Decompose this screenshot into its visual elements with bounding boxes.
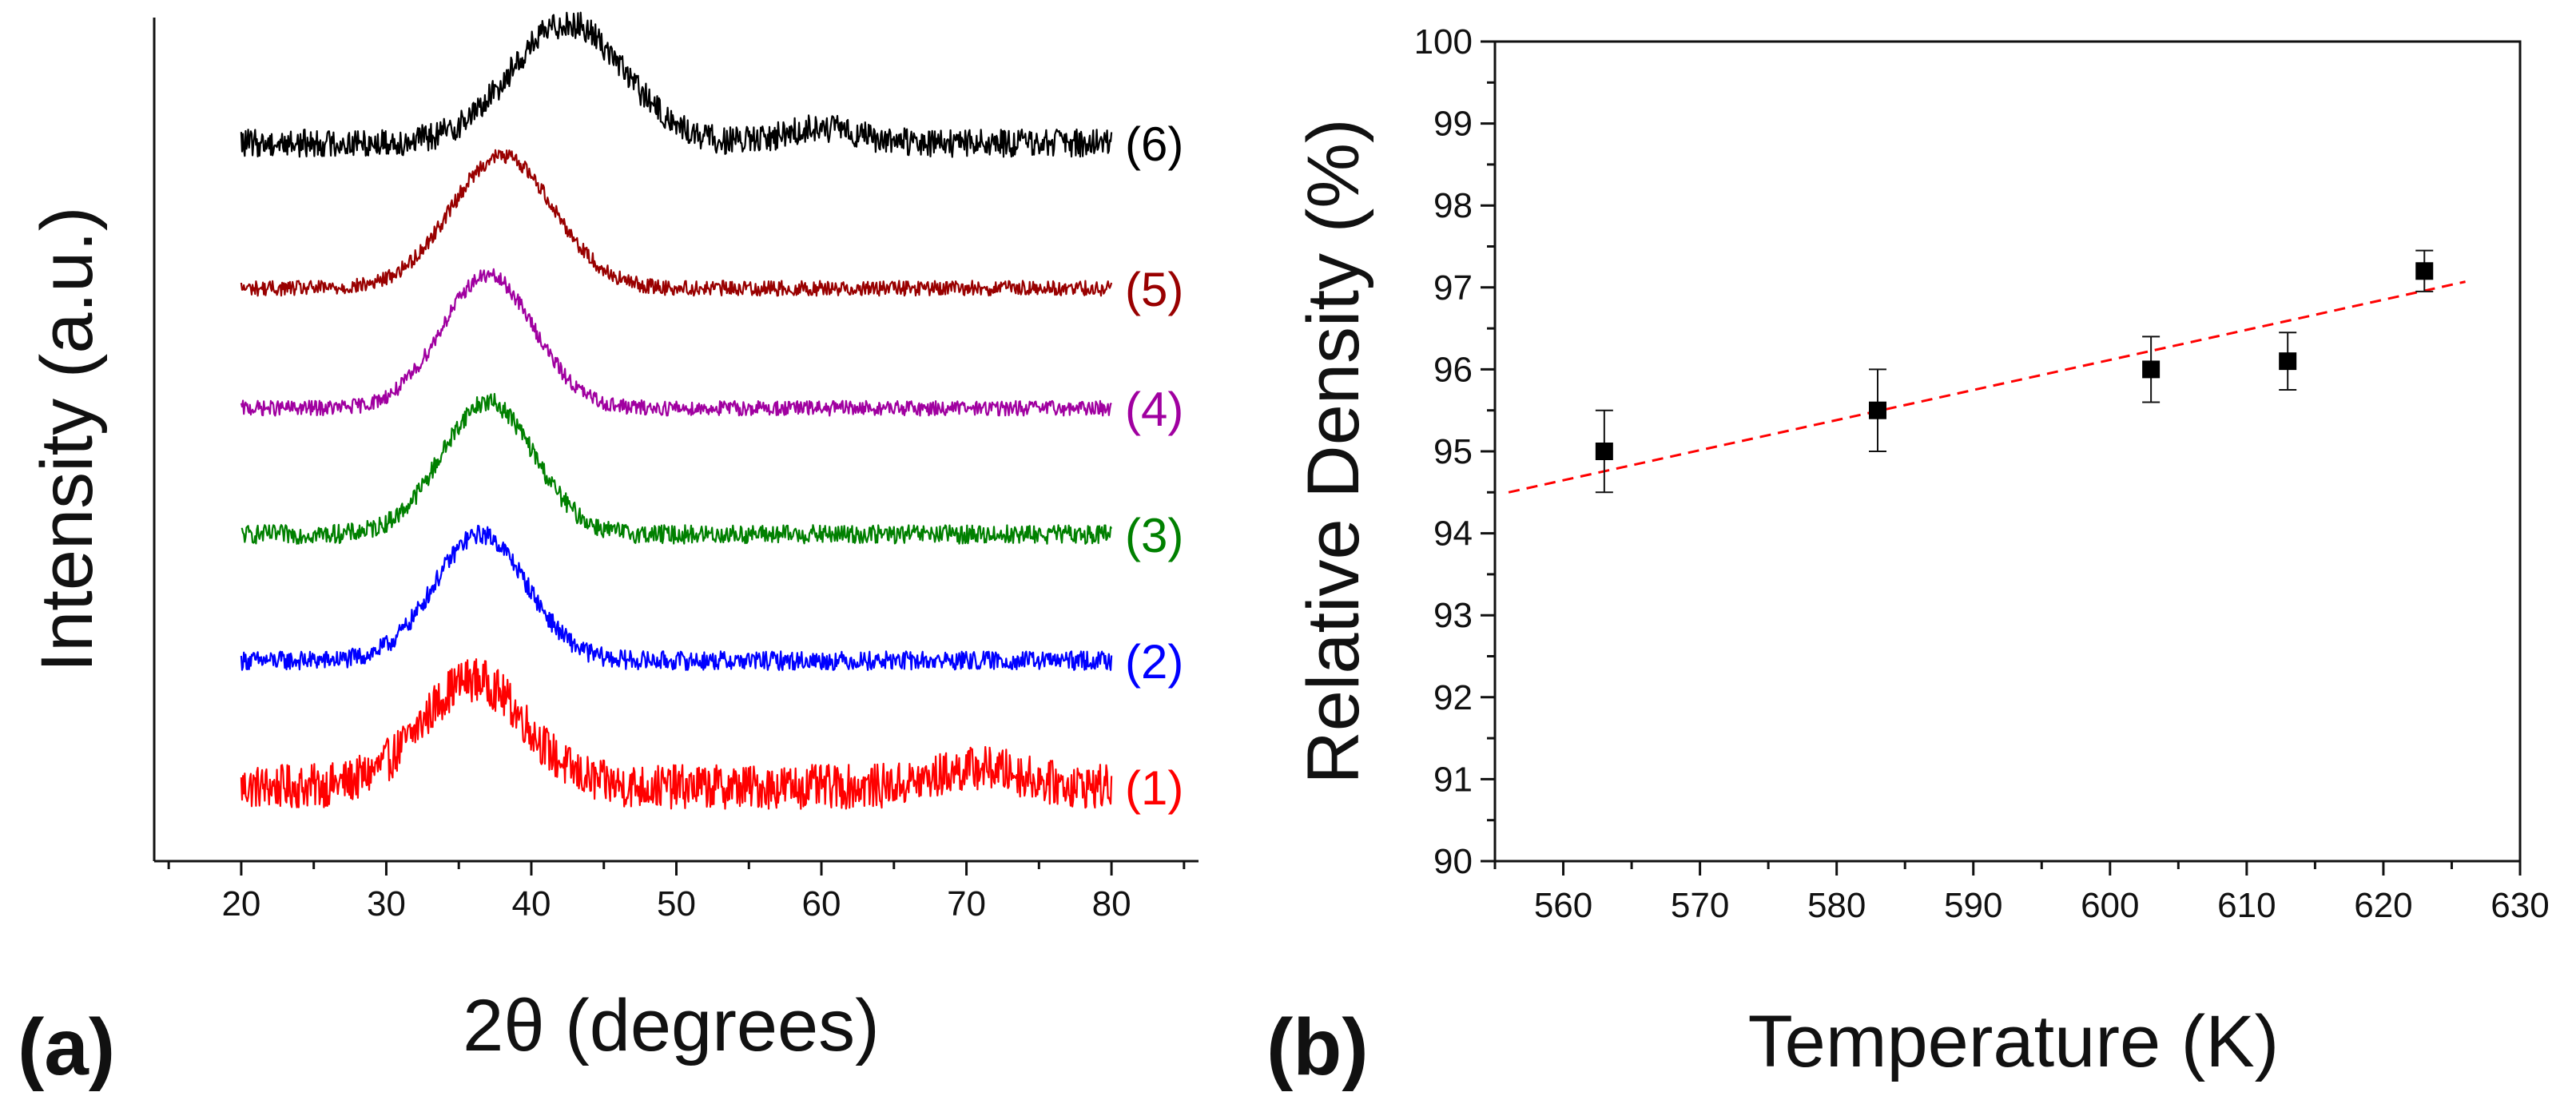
- panel-b-x-tick-label: 570: [1671, 886, 1729, 925]
- panel-a-series-line-4: [240, 268, 1112, 417]
- panel-b-y-tick-label: 90: [1433, 842, 1473, 881]
- panel-a-x-axis-title: 2θ (degrees): [463, 985, 880, 1066]
- panel-b-point-3: [2142, 336, 2161, 403]
- panel-b-fit-line: [1508, 280, 2466, 494]
- panel-b-y-tick-label: 99: [1433, 105, 1473, 144]
- panel-a-series-line-3: [241, 392, 1113, 545]
- panel-b-x-tick-label: 580: [1807, 886, 1866, 925]
- panel-b-x-tick-label: 620: [2354, 886, 2412, 925]
- panel-a-series-labels: (1) (2) (3) (4) (5) (6): [1125, 117, 1183, 815]
- panel-b-x-tick-labels: 560 570 580 590 600 610 620 630: [1534, 886, 2550, 925]
- panel-b-point-marker: [2415, 262, 2434, 280]
- panel-b-y-tick-label: 98: [1433, 186, 1473, 225]
- panel-b-point-marker: [1595, 443, 1613, 460]
- panel-b-x-tick-label: 560: [1534, 886, 1592, 925]
- panel-a-x-tick-label: 20: [221, 884, 260, 923]
- panel-a-series-label-2: (2): [1125, 635, 1183, 689]
- panel-a-x-tick-labels: 20 30 40 50 60 70 80: [221, 884, 1131, 923]
- panel-a-x-tick-label: 80: [1092, 884, 1131, 923]
- panel-a-x-tick-label: 70: [947, 884, 986, 923]
- panel-b-x-tick-label: 610: [2217, 886, 2276, 925]
- panel-a-series-line-2: [240, 524, 1113, 671]
- panel-a-series-label-5: (5): [1125, 263, 1183, 316]
- panel-b-point-marker: [2279, 352, 2297, 371]
- panel-a-series-label-1: (1): [1125, 761, 1183, 815]
- panel-a-label: (a): [18, 1003, 115, 1092]
- panel-a-xrd-chart: 20 30 40 50 60 70 80 (1) (2) (3) (4) (5) (6) Intens…: [18, 11, 1199, 1092]
- panel-b-x-tick-label: 590: [1944, 886, 2002, 925]
- panel-a-x-ticks: [167, 861, 1186, 876]
- panel-b-density-chart: 560 570 580 590 600 610 620 630 909192939495969…: [1266, 22, 2550, 1092]
- panel-b-y-tick-label: 91: [1433, 760, 1473, 799]
- panel-b-y-tick-label: 95: [1433, 432, 1473, 471]
- panel-b-x-tick-label: 630: [2491, 886, 2549, 925]
- panel-b-y-tick-label: 92: [1433, 678, 1473, 717]
- panel-a-series-label-3: (3): [1125, 509, 1183, 562]
- panel-b-y-ticks: [1481, 40, 1495, 863]
- panel-b-plot-frame: [1493, 40, 2522, 863]
- panel-b-x-tick-label: 600: [2081, 886, 2139, 925]
- panel-b-y-tick-labels: 90 91 92 93 94 95 96 97 98 99 100: [1414, 22, 1473, 881]
- panel-a-x-tick-label: 40: [511, 884, 551, 923]
- panel-a-x-tick-label: 50: [657, 884, 696, 923]
- panel-a-series-line-5: [240, 149, 1113, 297]
- panel-b-data-points: [1595, 249, 2434, 494]
- panel-b-y-tick-label: 94: [1433, 514, 1473, 554]
- panel-a-x-tick-label: 30: [367, 884, 406, 923]
- panel-a-y-axis-title: Intensity (a.u.): [26, 207, 108, 673]
- panel-a-series-line-1: [240, 657, 1113, 810]
- panel-b-point-2: [1868, 368, 1886, 452]
- panel-b-label: (b): [1266, 1003, 1369, 1092]
- panel-b-x-axis-title: Temperature (K): [1748, 1001, 2280, 1082]
- panel-a-series-label-6: (6): [1125, 117, 1183, 171]
- panel-b-y-tick-label: 96: [1433, 350, 1473, 389]
- panel-b-y-tick-label: 100: [1414, 22, 1473, 62]
- panel-a-x-tick-label: 60: [802, 884, 841, 923]
- panel-b-point-1: [1595, 409, 1613, 494]
- panel-a-series-line-6: [240, 11, 1113, 158]
- panel-b-x-ticks: [1493, 861, 2522, 876]
- panel-b-fit-line-group: [1508, 280, 2466, 494]
- panel-b-point-marker: [1868, 401, 1886, 419]
- panel-b-point-5: [2415, 249, 2434, 292]
- panel-b-point-4: [2279, 332, 2297, 391]
- panel-b-point-marker: [2142, 360, 2161, 379]
- panel-b-y-tick-label: 97: [1433, 268, 1473, 308]
- panel-a-series-label-4: (4): [1125, 383, 1183, 436]
- panel-b-y-axis-title: Relative Density (%): [1293, 118, 1374, 784]
- panel-b-y-tick-label: 93: [1433, 596, 1473, 635]
- panel-a-series-group: [240, 11, 1113, 810]
